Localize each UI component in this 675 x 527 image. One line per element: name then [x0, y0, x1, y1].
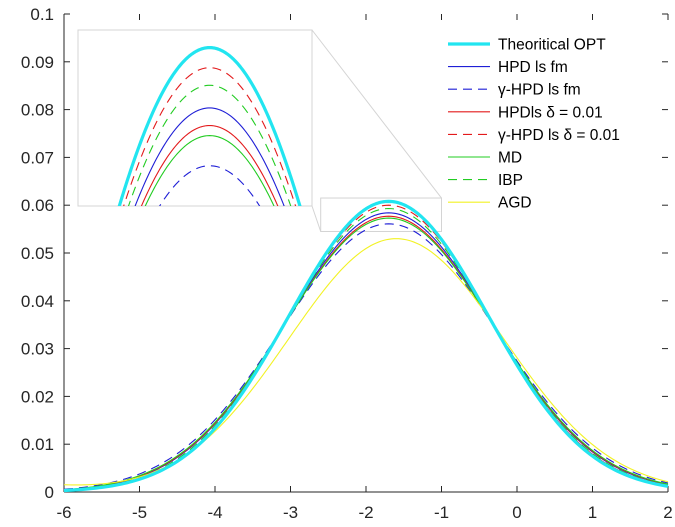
y-tick-label: 0.09 [21, 53, 54, 72]
inset-line-md [144, 135, 275, 206]
legend-label: MD [498, 150, 522, 167]
legend: Theoritical OPT HPD ls fm γ-HPD ls fm HPDls… [448, 37, 620, 212]
series-line--hpd-ls-fm [63, 223, 669, 490]
x-tick-label: 0 [512, 503, 521, 522]
legend-label: HPD ls fm [498, 59, 568, 76]
zoom-region-box [320, 197, 443, 232]
x-tick-label: -1 [434, 503, 449, 522]
series-line-hpdls-0-01 [63, 215, 669, 491]
legend-label: IBP [498, 172, 523, 189]
series-lines [63, 199, 669, 493]
y-tick-label: 0 [45, 483, 54, 502]
legend-label: AGD [498, 195, 532, 212]
zoom-connector-line [311, 29, 442, 199]
y-tick-label: 0.01 [21, 435, 54, 454]
zoom-connector-line [311, 205, 322, 232]
inset-line-hpd-ls-fm [134, 107, 285, 206]
x-tick-label: -4 [207, 503, 222, 522]
y-tick-label: 0.07 [21, 148, 54, 167]
y-tick-label: 0.05 [21, 244, 54, 263]
legend-label: γ-HPD ls δ = 0.01 [498, 127, 620, 144]
inset-line-theoritical-opt [117, 46, 302, 206]
x-tick-label: 1 [588, 503, 597, 522]
y-tick-label: 0.06 [21, 196, 54, 215]
legend-label: HPDls δ = 0.01 [498, 104, 603, 121]
zoom-inset [77, 29, 313, 207]
y-tick-label: 0.03 [21, 340, 54, 359]
series-line-theoritical-opt [63, 199, 669, 493]
inset-frame [77, 29, 313, 207]
x-tick-label: -2 [358, 503, 373, 522]
y-tick-label: 0.02 [21, 387, 54, 406]
y-tick-label: 0.08 [21, 101, 54, 120]
inset-line-hpdls-0-01 [140, 124, 279, 206]
y-tick-label: 0.1 [30, 5, 54, 24]
inset-line-ibp [127, 84, 292, 206]
x-tick-label: -3 [283, 503, 298, 522]
series-line-md [63, 217, 669, 491]
inset-series [117, 46, 302, 206]
legend-label: Theoritical OPT [498, 37, 606, 54]
x-tick-label: 2 [663, 503, 672, 522]
zoom-guide-lines [311, 29, 443, 232]
legend-label: γ-HPD ls fm [498, 82, 581, 99]
x-tick-label: -6 [56, 503, 71, 522]
y-tick-label: 0.04 [21, 292, 54, 311]
x-tick-label: -5 [132, 503, 147, 522]
